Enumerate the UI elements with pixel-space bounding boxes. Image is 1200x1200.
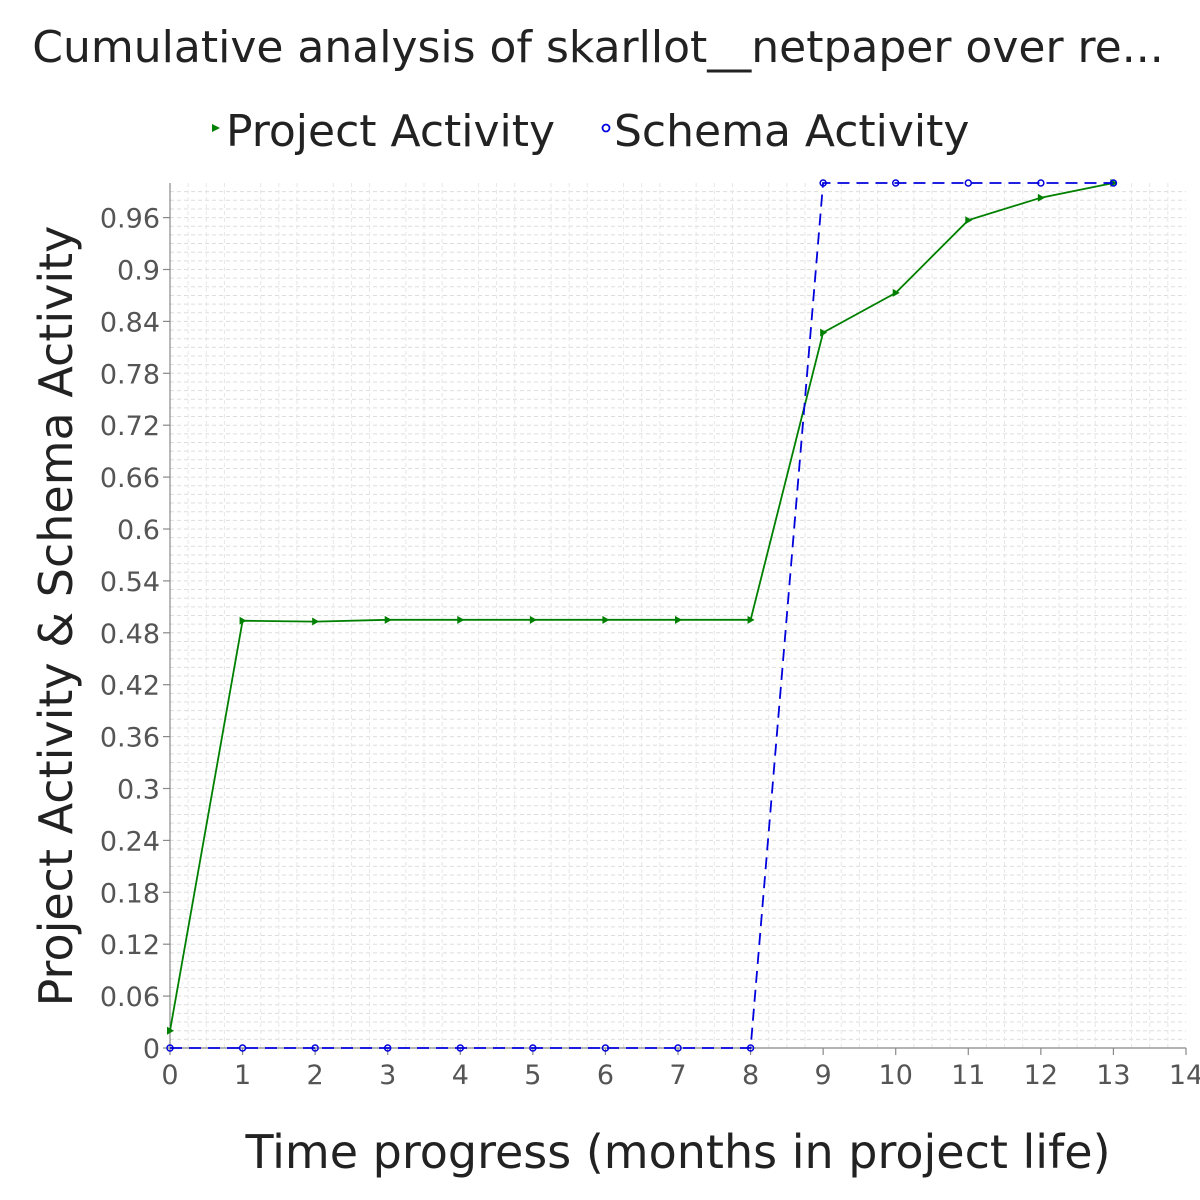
chart-title: Cumulative analysis of skarllot__netpape… — [32, 22, 1163, 73]
grid — [170, 183, 1186, 1048]
data-point-schema-activity — [166, 1044, 174, 1052]
data-point-schema-activity — [674, 1044, 682, 1052]
data-point-project-activity — [1037, 193, 1045, 202]
x-tick-label: 12 — [1024, 1060, 1058, 1091]
data-point-schema-activity — [1037, 179, 1045, 187]
x-tick-label: 5 — [524, 1060, 541, 1091]
data-point-schema-activity — [964, 179, 973, 187]
data-point-schema-activity — [311, 1044, 319, 1052]
data-point-schema-activity — [891, 179, 900, 187]
data-point-project-activity — [239, 616, 247, 625]
x-tick-label: 3 — [379, 1060, 396, 1091]
y-tick-label: 0.54 — [100, 567, 160, 598]
y-tick-label: 0.96 — [100, 204, 160, 235]
y-tick-label: 0.66 — [100, 463, 160, 494]
y-tick-label: 0.12 — [100, 930, 160, 961]
y-tick-label: 0 — [143, 1034, 160, 1065]
x-tick-label: 8 — [742, 1060, 759, 1091]
y-axis-label: Project Activity & Schema Activity — [29, 226, 83, 1007]
data-point-project-activity — [529, 615, 537, 624]
series-line-project-activity — [169, 182, 1114, 1031]
x-axis-label: Time progress (months in project life) — [244, 1125, 1110, 1179]
x-tick-label: 1 — [234, 1060, 251, 1091]
y-tick-label: 0.78 — [100, 359, 160, 390]
x-tick-label: 14 — [1169, 1060, 1200, 1091]
x-tick-label: 11 — [951, 1060, 985, 1091]
legend-label-project-activity: Project Activity — [226, 106, 555, 157]
data-point-schema-activity — [238, 1044, 247, 1052]
x-tick-label: 2 — [307, 1060, 324, 1091]
series-line-schema-activity — [170, 182, 1114, 1049]
y-tick-label: 0.36 — [100, 723, 160, 754]
x-tick-label: 0 — [161, 1060, 178, 1091]
data-point-schema-activity — [383, 1044, 392, 1052]
x-tick-label: 9 — [815, 1060, 832, 1091]
y-tick-label: 0.42 — [100, 671, 160, 702]
data-point-schema-activity — [456, 1044, 465, 1052]
data-point-project-activity — [312, 617, 320, 626]
y-tick-label: 0.48 — [100, 619, 160, 650]
data-point-project-activity — [892, 288, 900, 297]
x-tick-label: 7 — [669, 1060, 686, 1091]
data-point-schema-activity — [529, 1044, 537, 1052]
y-tick-labels: 0 0.06 0.12 0.18 0.24 0.3 0.36 0.42 0.48 0.54 0.6 0… — [100, 204, 160, 1065]
x-tick-label: 6 — [597, 1060, 614, 1091]
y-tick-label: 0.72 — [100, 411, 160, 442]
x-tick-labels: 0 1 2 3 4 5 6 7 8 9 10 11 12 13 14 — [161, 1060, 1200, 1091]
data-point-project-activity — [820, 328, 828, 337]
data-point-schema-activity — [601, 1044, 610, 1052]
data-point-schema-activity — [746, 1044, 755, 1052]
axes — [163, 183, 1187, 1055]
legend-marker-schema-activity — [601, 123, 611, 133]
data-point-project-activity — [747, 615, 755, 624]
y-tick-label: 0.84 — [100, 307, 160, 338]
data-point-project-activity — [602, 615, 610, 624]
x-tick-label: 13 — [1096, 1060, 1130, 1091]
y-tick-label: 0.3 — [117, 775, 160, 806]
data-point-project-activity — [457, 615, 465, 624]
x-tick-label: 10 — [879, 1060, 913, 1091]
legend-label-schema-activity: Schema Activity — [614, 106, 969, 157]
data-point-project-activity — [675, 615, 682, 624]
data-point-schema-activity — [819, 179, 827, 187]
data-point-schema-activity — [1109, 179, 1118, 187]
data-point-project-activity — [965, 216, 973, 225]
legend-marker-project-activity — [212, 124, 220, 132]
data-point-project-activity — [384, 615, 392, 624]
series-layer — [166, 179, 1118, 1052]
y-tick-label: 0.6 — [117, 515, 160, 546]
y-tick-label: 0.9 — [117, 256, 160, 287]
y-tick-label: 0.18 — [100, 878, 160, 909]
y-tick-label: 0.24 — [100, 826, 160, 857]
y-tick-label: 0.06 — [100, 982, 160, 1013]
legend: Project Activity Schema Activity — [212, 106, 969, 157]
x-tick-label: 4 — [452, 1060, 469, 1091]
data-point-project-activity — [167, 1026, 174, 1035]
